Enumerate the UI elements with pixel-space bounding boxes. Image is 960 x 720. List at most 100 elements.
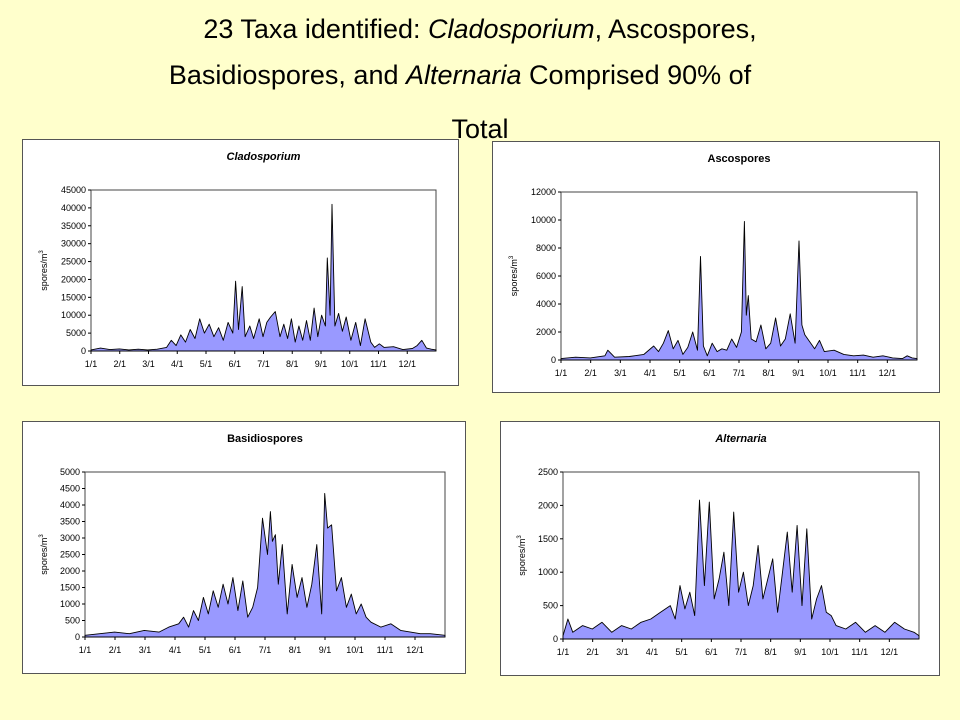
y-tick-label: 12000 bbox=[531, 187, 556, 197]
y-tick-label: 10000 bbox=[61, 310, 86, 320]
y-tick-label: 3500 bbox=[60, 517, 80, 527]
x-tick-label: 4/1 bbox=[646, 647, 659, 657]
x-tick-label: 6/1 bbox=[228, 359, 241, 369]
x-tick-label: 1/1 bbox=[79, 645, 92, 655]
y-tick-label: 35000 bbox=[61, 221, 86, 231]
title-taxon-cladosporium: Cladosporium bbox=[428, 14, 595, 44]
x-tick-label: 2/1 bbox=[113, 359, 126, 369]
y-axis-label: spores/m3 bbox=[39, 250, 49, 291]
x-tick-label: 9/1 bbox=[794, 647, 807, 657]
chart-svg: Ascospores 0 2000 4000 6000 8000 10000 12000 1/1… bbox=[509, 153, 918, 378]
y-tick-label: 1000 bbox=[538, 567, 558, 577]
y-tick-label: 2000 bbox=[60, 566, 80, 576]
y-tick-label: 5000 bbox=[66, 328, 86, 338]
x-tick-label: 4/1 bbox=[644, 368, 657, 378]
x-tick-label: 10/1 bbox=[341, 359, 359, 369]
x-tick-label: 5/1 bbox=[199, 645, 212, 655]
x-tick-label: 11/1 bbox=[851, 647, 868, 657]
x-tick-label: 6/1 bbox=[229, 645, 242, 655]
y-tick-label: 2500 bbox=[60, 550, 80, 560]
slide-title-line-1: 23 Taxa identified: Cladosporium, Ascosp… bbox=[0, 14, 960, 45]
y-axis-label: spores/m3 bbox=[517, 535, 527, 576]
y-tick-label: 1500 bbox=[60, 583, 80, 593]
x-tick-label: 3/1 bbox=[142, 359, 155, 369]
x-tick-label: 11/1 bbox=[370, 359, 387, 369]
y-tick-label: 0 bbox=[75, 632, 80, 642]
chart-panel-cladosporium: Cladosporium 0 5000 10000 15000 20000 25000 300… bbox=[22, 139, 459, 386]
y-axis-label: spores/m3 bbox=[39, 534, 49, 575]
y-axis-label-text: spores/m bbox=[39, 538, 49, 575]
x-tick-label: 4/1 bbox=[169, 645, 182, 655]
x-tick-label: 9/1 bbox=[315, 359, 328, 369]
chart-title: Ascospores bbox=[708, 153, 771, 165]
x-tick-label: 10/1 bbox=[821, 647, 839, 657]
y-axis-label-superscript: 3 bbox=[509, 255, 515, 259]
y-tick-label: 45000 bbox=[61, 185, 86, 195]
data-series-area bbox=[560, 220, 918, 361]
chart-panel-alternaria: Alternaria 0 500 1000 1500 2000 2500 1/1 2/1 3/1 4… bbox=[500, 421, 940, 676]
slide-title-line-3: Total bbox=[0, 114, 960, 145]
y-axis-label: spores/m3 bbox=[509, 255, 519, 296]
y-axis-label-text: spores/m bbox=[509, 259, 519, 296]
y-tick-label: 5000 bbox=[60, 467, 80, 477]
x-tick-label: 3/1 bbox=[139, 645, 152, 655]
data-series-area bbox=[90, 203, 437, 352]
x-tick-label: 9/1 bbox=[319, 645, 332, 655]
y-tick-label: 30000 bbox=[61, 239, 86, 249]
y-tick-label: 3000 bbox=[60, 533, 80, 543]
x-tick-label: 8/1 bbox=[289, 645, 302, 655]
y-tick-label: 1000 bbox=[60, 599, 80, 609]
x-tick-label: 7/1 bbox=[735, 647, 748, 657]
title-text: Basidiospores, and bbox=[168, 60, 406, 90]
y-tick-label: 2000 bbox=[538, 500, 558, 510]
x-tick-label: 9/1 bbox=[792, 368, 805, 378]
plot-area bbox=[560, 191, 918, 361]
x-tick-label: 8/1 bbox=[762, 368, 775, 378]
y-axis-label-text: spores/m bbox=[39, 254, 49, 291]
chart-svg: Alternaria 0 500 1000 1500 2000 2500 1/1 2/1 3/1 4… bbox=[517, 433, 920, 657]
y-tick-label: 0 bbox=[81, 346, 86, 356]
chart-panel-basidiospores: Basidiospores 0 500 1000 1500 2000 2500 3000 350… bbox=[22, 421, 466, 674]
x-tick-label: 12/1 bbox=[406, 645, 424, 655]
y-tick-label: 10000 bbox=[531, 215, 556, 225]
chart-title: Cladosporium bbox=[227, 151, 301, 163]
x-tick-label: 1/1 bbox=[557, 647, 570, 657]
y-tick-label: 8000 bbox=[536, 243, 556, 253]
chart-svg: Cladosporium 0 5000 10000 15000 20000 25000 300… bbox=[39, 151, 437, 369]
x-tick-label: 6/1 bbox=[705, 647, 718, 657]
x-tick-label: 4/1 bbox=[171, 359, 184, 369]
x-tick-label: 8/1 bbox=[764, 647, 777, 657]
chart-title: Alternaria bbox=[714, 433, 766, 445]
y-tick-label: 15000 bbox=[61, 292, 86, 302]
title-taxon-alternaria: Alternaria bbox=[405, 60, 522, 90]
x-tick-label: 2/1 bbox=[586, 647, 599, 657]
x-tick-label: 3/1 bbox=[616, 647, 629, 657]
y-tick-label: 4000 bbox=[536, 299, 556, 309]
title-text: 23 Taxa identified: bbox=[203, 14, 428, 44]
y-axis-label-superscript: 3 bbox=[39, 250, 45, 254]
y-tick-label: 500 bbox=[65, 616, 80, 626]
x-tick-label: 10/1 bbox=[819, 368, 837, 378]
x-tick-label: 5/1 bbox=[673, 368, 686, 378]
chart-svg: Basidiospores050010001500200025003000350… bbox=[39, 433, 446, 655]
x-tick-label: 12/1 bbox=[881, 647, 899, 657]
y-tick-label: 0 bbox=[553, 634, 558, 644]
x-tick-label: 8/1 bbox=[286, 359, 299, 369]
title-text: Comprised 90% of bbox=[521, 60, 752, 90]
x-tick-label: 7/1 bbox=[259, 645, 272, 655]
x-tick-label: 12/1 bbox=[398, 359, 416, 369]
x-tick-label: 2/1 bbox=[109, 645, 122, 655]
x-tick-label: 12/1 bbox=[879, 368, 897, 378]
data-series-area bbox=[562, 499, 920, 640]
chart-title: Basidiospores bbox=[227, 433, 303, 445]
y-tick-label: 40000 bbox=[61, 203, 86, 213]
data-series-area bbox=[84, 492, 446, 638]
x-tick-label: 11/1 bbox=[849, 368, 866, 378]
x-tick-label: 1/1 bbox=[85, 359, 98, 369]
y-axis-label-superscript: 3 bbox=[39, 534, 45, 538]
y-tick-label: 0 bbox=[551, 355, 556, 365]
x-tick-label: 7/1 bbox=[733, 368, 746, 378]
y-tick-label: 20000 bbox=[61, 274, 86, 284]
y-tick-label: 4000 bbox=[60, 500, 80, 510]
y-tick-label: 2000 bbox=[536, 327, 556, 337]
